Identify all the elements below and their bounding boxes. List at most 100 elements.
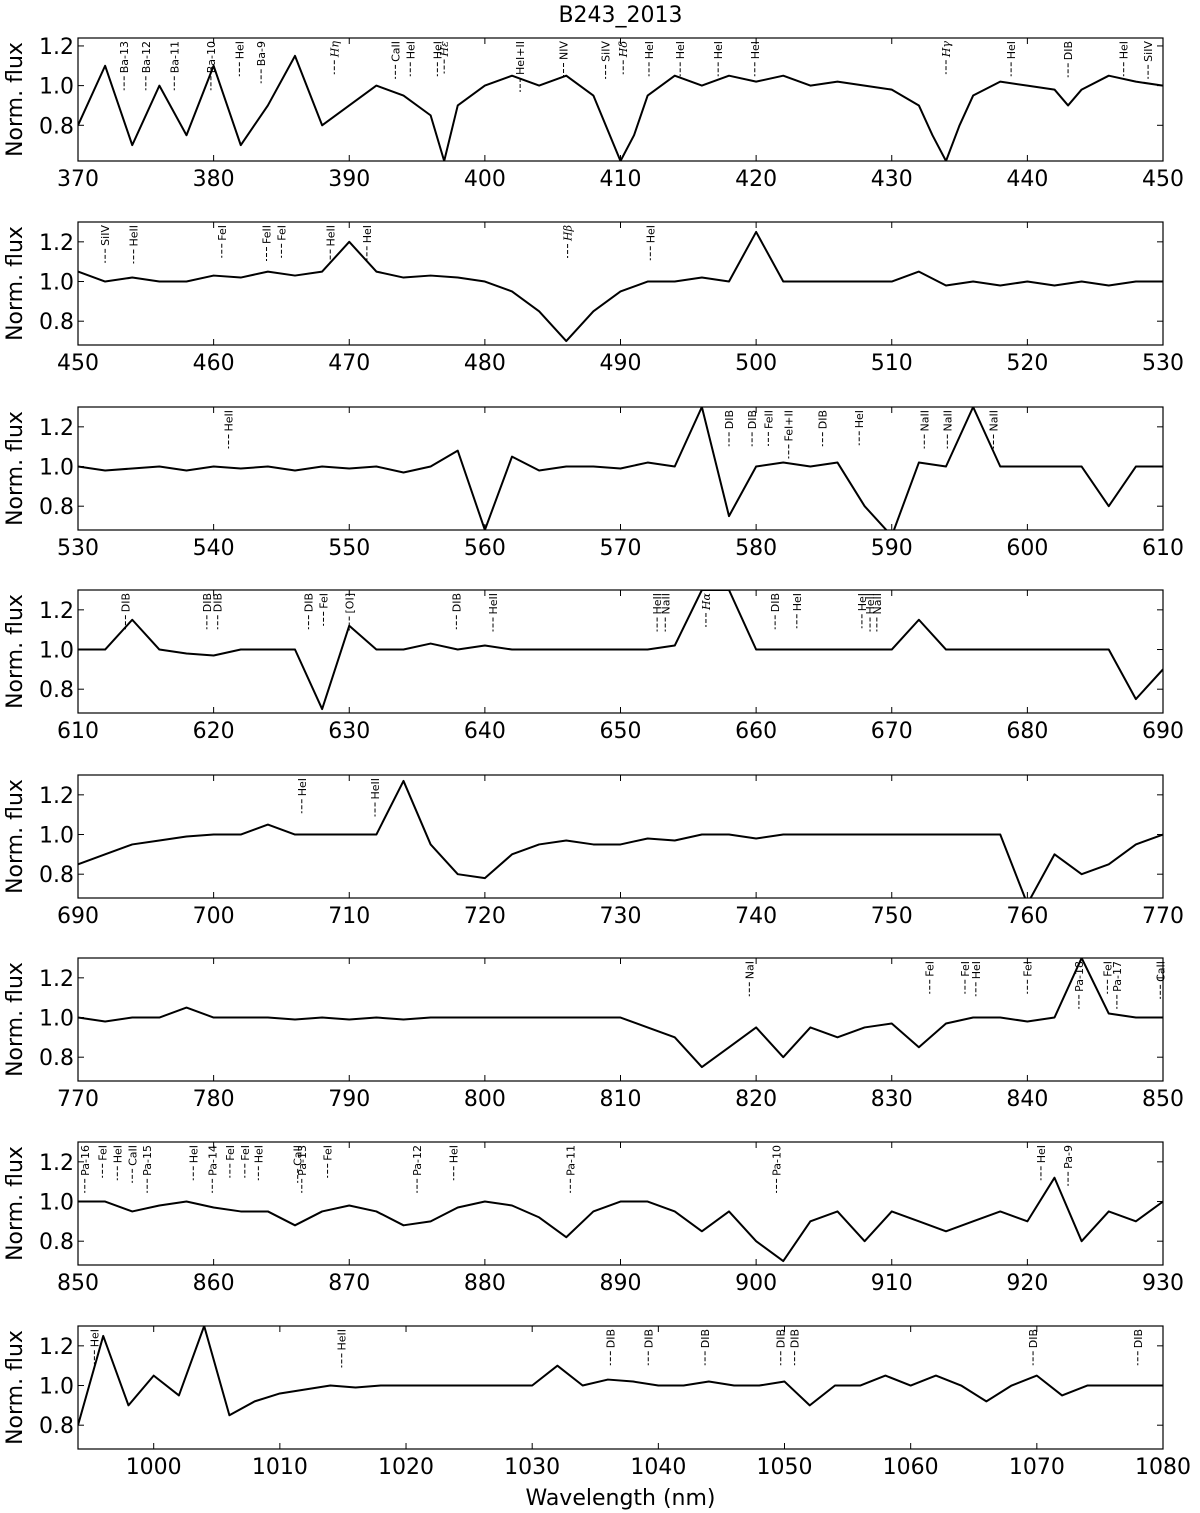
line-label: HeI — [749, 41, 762, 59]
x-tick-label: 670 — [871, 719, 913, 744]
x-tick-label: 710 — [328, 904, 370, 929]
line-label: DIB — [303, 593, 316, 612]
y-tick-label: 0.8 — [39, 310, 74, 335]
x-tick-label: 480 — [464, 351, 506, 376]
line-label: Hε — [438, 41, 451, 58]
y-tick-label: 1.2 — [39, 416, 74, 441]
x-tick-label: 660 — [735, 719, 777, 744]
y-axis-label: Norm. flux — [3, 1330, 28, 1445]
line-label: CaII — [126, 1145, 139, 1166]
line-label: NaII — [987, 410, 1000, 431]
line-label: DIB — [212, 593, 225, 612]
y-tick-label: 0.8 — [39, 495, 74, 520]
line-label: Pa-9 — [1062, 1145, 1075, 1169]
line-label: HeII — [336, 1329, 349, 1351]
x-tick-label: 850 — [1142, 1087, 1184, 1112]
y-tick-label: 1.0 — [39, 1191, 74, 1216]
line-label: DIB — [1027, 1329, 1040, 1348]
y-tick-label: 1.0 — [39, 271, 74, 296]
line-label: HeI — [712, 41, 725, 59]
x-tick-label: 890 — [600, 1271, 642, 1296]
y-tick-label: 1.2 — [39, 784, 74, 809]
x-tick-label: 740 — [735, 904, 777, 929]
chart-title: B243_2013 — [558, 3, 682, 28]
x-tick-label: 720 — [464, 904, 506, 929]
x-tick-label: 1010 — [252, 1455, 308, 1480]
line-label: Ba-10 — [205, 41, 218, 73]
line-label: FeI — [224, 1145, 237, 1161]
x-tick-label: 610 — [57, 719, 99, 744]
line-label: FeI — [959, 961, 972, 977]
x-tick-label: 610 — [1142, 536, 1184, 561]
line-label: FeI — [239, 1145, 252, 1161]
y-tick-label: 1.2 — [39, 35, 74, 60]
x-tick-label: 540 — [193, 536, 235, 561]
line-label: HeI+II — [514, 41, 527, 75]
x-tick-label: 620 — [193, 719, 235, 744]
line-label: Ba-9 — [255, 41, 268, 66]
spectrum-line — [78, 958, 1163, 1069]
y-tick-label: 1.2 — [39, 599, 74, 624]
x-tick-label: 440 — [1006, 167, 1048, 192]
y-tick-label: 1.0 — [39, 1375, 74, 1400]
line-label: HeI — [296, 778, 309, 796]
line-label: DIB — [789, 1329, 802, 1348]
plot-frame — [77, 1141, 1164, 1266]
x-tick-label: 700 — [193, 904, 235, 929]
plot-frame — [77, 221, 1164, 346]
spectrum-line — [78, 1326, 1163, 1426]
line-label: FeI — [317, 593, 330, 609]
line-label: HeI — [187, 1145, 200, 1163]
line-label: HeI — [791, 593, 804, 611]
x-tick-label: 810 — [600, 1087, 642, 1112]
line-label: HeI — [88, 1329, 101, 1347]
line-label: NIV — [558, 41, 571, 60]
line-label: Pa-12 — [411, 1145, 424, 1176]
line-label: DIB — [642, 1329, 655, 1348]
line-label: Ba-12 — [140, 41, 153, 73]
y-axis-label: Norm. flux — [3, 411, 28, 526]
line-label: SiIV — [600, 41, 613, 62]
x-tick-label: 1060 — [883, 1455, 939, 1480]
panel: Norm. flux 0.8 1.0 1.2 530 540 550 560 570 580 590… — [3, 406, 1184, 561]
x-tick-label: 640 — [464, 719, 506, 744]
spectrum-line — [78, 779, 1163, 898]
line-label: HeI — [674, 41, 687, 59]
line-label: DIB — [450, 593, 463, 612]
line-label: DIB — [604, 1329, 617, 1348]
x-tick-label: 870 — [328, 1271, 370, 1296]
x-tick-label: 560 — [464, 536, 506, 561]
line-label: Pa-11 — [564, 1145, 577, 1176]
y-tick-label: 0.8 — [39, 678, 74, 703]
x-tick-label: 420 — [735, 167, 777, 192]
x-tick-label: 1030 — [504, 1455, 560, 1480]
x-tick-label: 820 — [735, 1087, 777, 1112]
x-tick-label: 600 — [1006, 536, 1048, 561]
line-label: Ba-11 — [168, 41, 181, 73]
plot-frame — [77, 957, 1164, 1082]
line-label: HeI — [643, 41, 656, 59]
x-tick-label: 680 — [1006, 719, 1048, 744]
panel: Norm. flux 0.8 1.0 1.2 850 860 870 880 890 900 910… — [3, 1141, 1184, 1296]
line-label: NaII — [918, 410, 931, 431]
x-tick-label: 760 — [1006, 904, 1048, 929]
line-label: HeI — [1005, 41, 1018, 59]
x-tick-label: 900 — [735, 1271, 777, 1296]
x-tick-label: 730 — [600, 904, 642, 929]
line-label: FeII — [261, 225, 274, 244]
y-tick-label: 1.0 — [39, 75, 74, 100]
spectrum-line — [78, 407, 1163, 530]
line-label: DIB — [769, 593, 782, 612]
x-tick-label: 470 — [328, 351, 370, 376]
panel: Norm. flux 0.8 1.0 1.2 690 700 710 720 730 740 750… — [3, 774, 1184, 929]
line-label: FeI — [1021, 961, 1034, 977]
x-tick-label: 450 — [1142, 167, 1184, 192]
line-label: Pa-16 — [79, 1145, 92, 1176]
x-tick-label: 530 — [1142, 351, 1184, 376]
x-tick-label: 410 — [600, 167, 642, 192]
x-tick-label: 880 — [464, 1271, 506, 1296]
plot-frame — [77, 589, 1164, 714]
y-tick-label: 0.8 — [39, 863, 74, 888]
spectrum-line — [78, 230, 1163, 343]
line-label: HeI — [404, 41, 417, 59]
